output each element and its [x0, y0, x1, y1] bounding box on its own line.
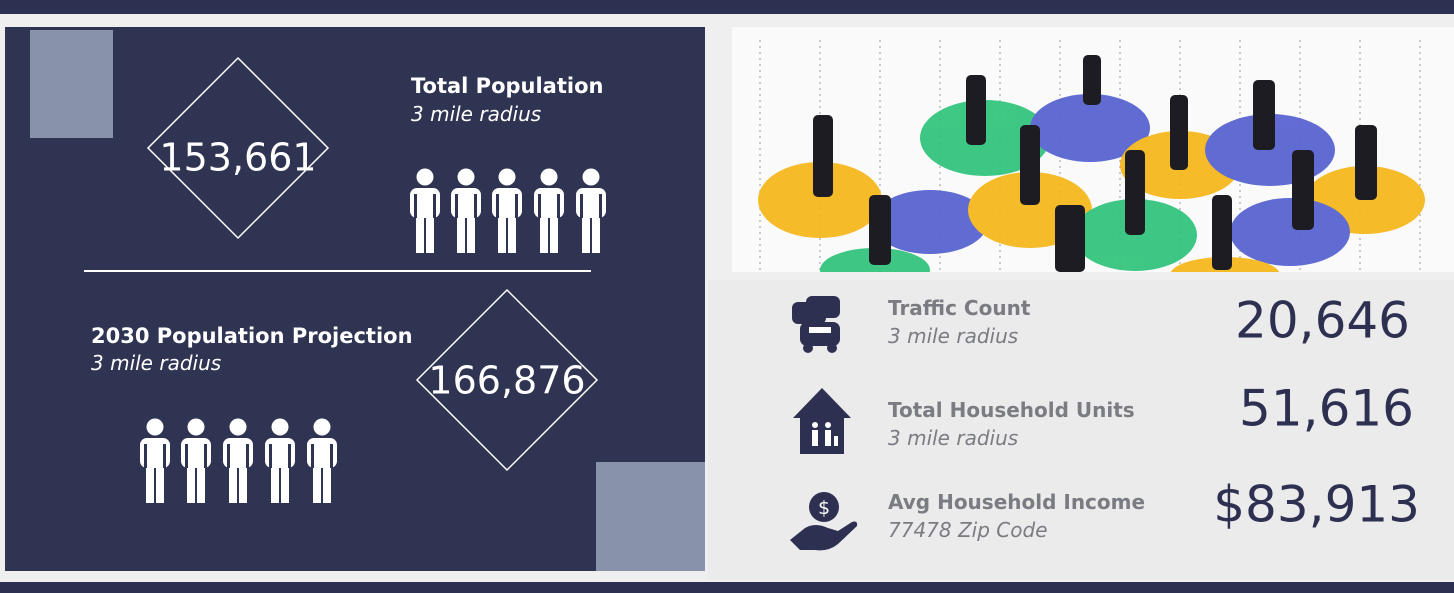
projection-value: 166,876: [428, 359, 585, 403]
svg-text:$: $: [818, 497, 830, 519]
bottom-bar: [0, 582, 1454, 593]
projection-label: 2030 Population Projection: [91, 324, 413, 348]
top-bar: [0, 0, 1454, 14]
accent-square: [596, 462, 705, 571]
population-value: 153,661: [159, 136, 316, 180]
projection-sublabel: 3 mile radius: [91, 351, 221, 375]
stat-value: 51,616: [1239, 380, 1414, 438]
stat-sublabel: 3 mile radius: [888, 426, 1018, 450]
population-sublabel: 3 mile radius: [411, 102, 541, 126]
stat-sublabel: 77478 Zip Code: [888, 518, 1048, 542]
population-label: Total Population: [411, 74, 603, 98]
stat-label: Avg Household Income: [888, 490, 1145, 514]
photo: [732, 27, 1454, 293]
infographic: 153,661 Total Population 3 mile radius 1…: [0, 0, 1454, 593]
accent-square: [30, 30, 113, 138]
stat-label: Traffic Count: [888, 296, 1031, 320]
stat-label: Total Household Units: [888, 398, 1135, 422]
stat-value: $83,913: [1213, 476, 1420, 534]
stat-value: 20,646: [1235, 292, 1410, 350]
stat-sublabel: 3 mile radius: [888, 324, 1018, 348]
